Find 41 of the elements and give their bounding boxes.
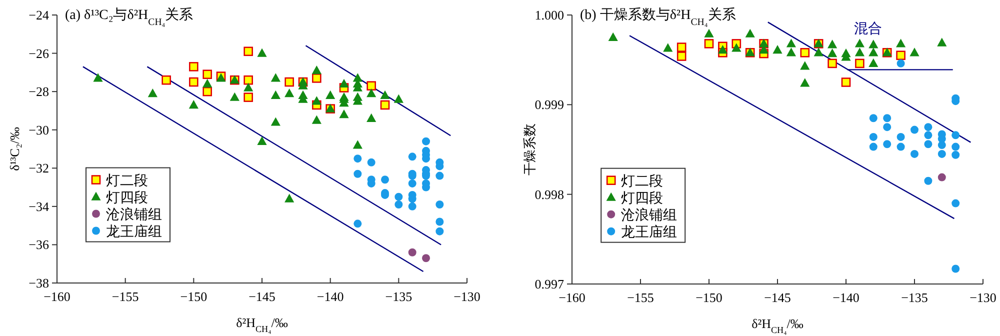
y-tick-label: −36 xyxy=(28,237,50,252)
chart-title: (b) 干燥系数与δ²H$_{CH₄}$关系 xyxy=(580,7,736,28)
y-tick-label: −32 xyxy=(28,160,49,176)
legend-label: 灯二段 xyxy=(621,173,664,190)
y-tick-label: 0.998 xyxy=(534,186,564,202)
chart-title: (a) δ¹³C₂与δ²H$_{CH₄}$关系 xyxy=(65,7,194,28)
x-tick-label: −145 xyxy=(248,289,276,304)
x-tick-label: −160 xyxy=(44,289,70,304)
y-tick-label: −28 xyxy=(28,84,49,100)
x-tick-label: −150 xyxy=(180,289,208,304)
x-tick-label: −140 xyxy=(832,290,860,305)
y-tick-label: 1.000 xyxy=(534,8,564,22)
x-tick-label: −155 xyxy=(112,289,139,304)
y-tick-label: −30 xyxy=(28,122,49,138)
legend-label: 灯四段 xyxy=(621,190,664,206)
y-tick-label: −26 xyxy=(28,46,50,61)
legend-label: 灯二段 xyxy=(106,172,148,189)
legend-label: 沧浪铺组 xyxy=(106,206,162,223)
x-tick-label: −145 xyxy=(764,290,791,305)
x-tick-label: −160 xyxy=(558,290,586,305)
y-axis-title: δ¹³C₂/‰ xyxy=(7,127,22,171)
x-tick-label: −135 xyxy=(901,290,928,305)
x-tick-label: −130 xyxy=(970,290,996,305)
x-tick-label: −155 xyxy=(627,290,654,305)
x-axis-title: δ²H$_{CH₄}$/‰ xyxy=(752,316,804,335)
annotation: 混合 xyxy=(854,21,882,37)
y-tick-label: 0.997 xyxy=(534,276,564,292)
legend-label: 沧浪铺组 xyxy=(621,207,678,224)
y-tick-label: −38 xyxy=(28,276,49,290)
y-tick-label: −34 xyxy=(28,198,50,214)
x-axis-title: δ²H$_{CH₄}$/‰ xyxy=(236,315,288,334)
x-tick-label: −150 xyxy=(696,290,722,305)
y-tick-label: 0.999 xyxy=(534,97,564,112)
legend-label: 灯四段 xyxy=(106,190,148,206)
x-tick-label: −140 xyxy=(316,289,344,304)
y-tick-label: −24 xyxy=(28,8,50,22)
y-axis-title: 干燥系数 xyxy=(522,124,537,176)
legend-label: 龙王庙组 xyxy=(621,224,678,240)
x-tick-label: −135 xyxy=(385,289,412,304)
legend-label: 龙王庙组 xyxy=(106,224,162,240)
x-tick-label: −130 xyxy=(454,289,480,304)
